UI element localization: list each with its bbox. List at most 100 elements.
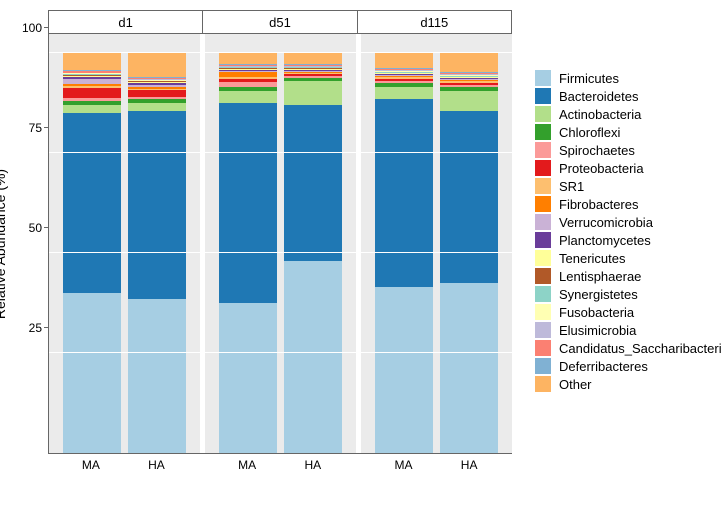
x-labels-row: MA HA MA HA MA HA (48, 458, 512, 478)
bar-segment (128, 299, 186, 453)
bar-segment (219, 53, 277, 64)
chart-panel (49, 34, 200, 453)
bar-segment (128, 111, 186, 299)
x-tick-label: HA (284, 458, 342, 478)
legend-swatch (535, 304, 551, 320)
stacked-bar (284, 34, 342, 453)
bar-segment (284, 261, 342, 453)
grid-line (205, 152, 356, 153)
stacked-bar (440, 34, 498, 453)
legend-item: Fibrobacteres (535, 196, 722, 212)
y-tick-label: 50 (29, 221, 42, 235)
facet-label: d51 (203, 10, 357, 34)
legend-label: Fibrobacteres (559, 197, 638, 212)
legend-item: Verrucomicrobia (535, 214, 722, 230)
bar-segment (63, 113, 121, 293)
bar-segment (375, 53, 433, 68)
legend-item: Other (535, 376, 722, 392)
legend-label: Chloroflexi (559, 125, 620, 140)
legend-label: Candidatus_Saccharibacteria (559, 341, 722, 356)
x-tick-label: HA (440, 458, 498, 478)
legend-item: Deferribacteres (535, 358, 722, 374)
legend-label: Lentisphaerae (559, 269, 641, 284)
legend-item: Elusimicrobia (535, 322, 722, 338)
legend-swatch (535, 376, 551, 392)
bar-segment (128, 103, 186, 111)
chart-panel (205, 34, 356, 453)
bar-segment (440, 283, 498, 453)
bar-segment (128, 53, 186, 77)
legend-swatch (535, 286, 551, 302)
legend-swatch (535, 214, 551, 230)
legend-label: Synergistetes (559, 287, 638, 302)
legend-swatch (535, 340, 551, 356)
legend-label: Actinobacteria (559, 107, 641, 122)
legend-swatch (535, 88, 551, 104)
legend-label: Bacteroidetes (559, 89, 639, 104)
bar-segment (375, 287, 433, 453)
stacked-bar (128, 34, 186, 453)
legend-swatch (535, 142, 551, 158)
legend-item: Candidatus_Saccharibacteria (535, 340, 722, 356)
legend-swatch (535, 322, 551, 338)
legend-item: Planctomycetes (535, 232, 722, 248)
x-tick-label: MA (218, 458, 276, 478)
grid-line (361, 152, 512, 153)
legend-item: Actinobacteria (535, 106, 722, 122)
legend-item: Chloroflexi (535, 124, 722, 140)
legend-item: Tenericutes (535, 250, 722, 266)
x-tick-label: MA (62, 458, 120, 478)
legend-swatch (535, 196, 551, 212)
y-axis-title: Relative Abundance (%) (0, 169, 8, 319)
facet-strip-row: d1d51d115 (48, 10, 512, 34)
bar-segment (219, 303, 277, 453)
grid-line (49, 352, 200, 353)
stacked-bar (219, 34, 277, 453)
grid-line (361, 252, 512, 253)
grid-line (205, 352, 356, 353)
legend: Firmicutes Bacteroidetes Actinobacteria Chl… (535, 70, 722, 394)
bar-segment (63, 105, 121, 113)
legend-label: Deferribacteres (559, 359, 648, 374)
legend-item: Firmicutes (535, 70, 722, 86)
grid-line (205, 52, 356, 53)
legend-label: Proteobacteria (559, 161, 644, 176)
bar-segment (219, 91, 277, 103)
bar-segment (440, 91, 498, 111)
bar-segment (375, 99, 433, 287)
bar-segment (284, 105, 342, 261)
bar-segment (440, 111, 498, 283)
legend-swatch (535, 124, 551, 140)
y-tick-label: 25 (29, 321, 42, 335)
y-tick-label: 100 (22, 21, 42, 35)
x-labels-panel: MA HA (48, 458, 199, 478)
grid-line (205, 252, 356, 253)
bar-segment (440, 52, 498, 72)
legend-item: Synergistetes (535, 286, 722, 302)
x-labels-panel: MA HA (361, 458, 512, 478)
legend-swatch (535, 160, 551, 176)
legend-item: Proteobacteria (535, 160, 722, 176)
facet-label: d1 (48, 10, 203, 34)
legend-swatch (535, 250, 551, 266)
stacked-bar (63, 34, 121, 453)
legend-item: Fusobacteria (535, 304, 722, 320)
x-tick-label: HA (127, 458, 185, 478)
facet-label: d115 (358, 10, 512, 34)
bar-segment (284, 53, 342, 64)
legend-label: Spirochaetes (559, 143, 635, 158)
legend-swatch (535, 232, 551, 248)
legend-swatch (535, 70, 551, 86)
legend-swatch (535, 358, 551, 374)
bar-segment (63, 88, 121, 98)
legend-item: SR1 (535, 178, 722, 194)
bar-segment (284, 81, 342, 105)
legend-label: Firmicutes (559, 71, 619, 86)
legend-label: Planctomycetes (559, 233, 651, 248)
panels-row (48, 34, 512, 454)
legend-label: Elusimicrobia (559, 323, 636, 338)
bar-segment (375, 87, 433, 99)
legend-label: Fusobacteria (559, 305, 634, 320)
x-tick-label: MA (374, 458, 432, 478)
legend-label: Tenericutes (559, 251, 625, 266)
